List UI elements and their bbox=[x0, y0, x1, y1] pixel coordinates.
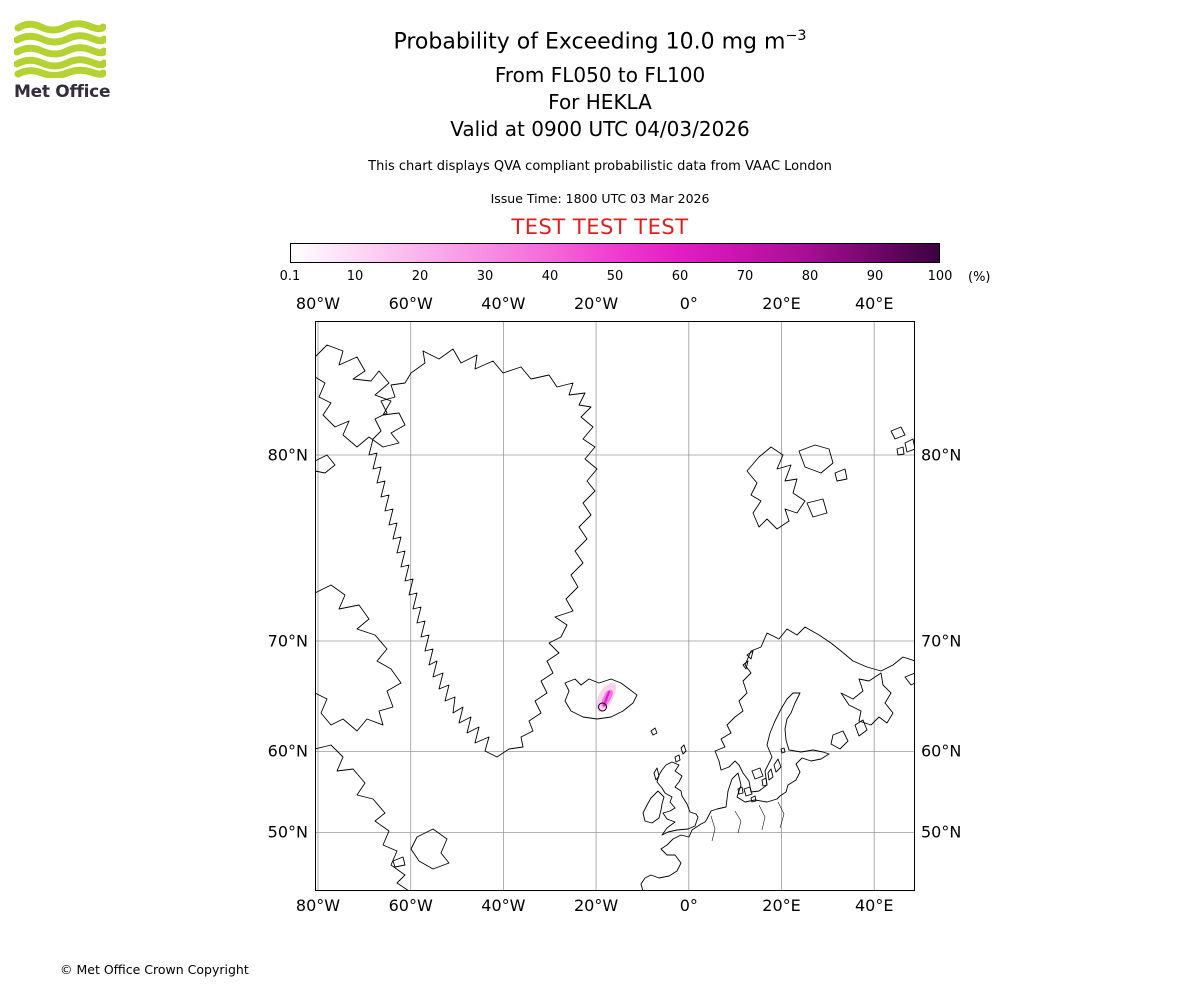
coastline-ireland bbox=[642, 790, 665, 824]
lon-label: 80°W bbox=[295, 896, 341, 915]
met-office-logo: Met Office bbox=[14, 20, 114, 102]
longitude-labels-bottom: 80°W 60°W 40°W 20°W 0° 20°E 40°E bbox=[296, 896, 915, 916]
coastline-svalbard bbox=[746, 446, 806, 530]
river-oder bbox=[758, 804, 766, 831]
north-atlantic-map bbox=[314, 321, 916, 892]
island-shetland bbox=[680, 744, 687, 755]
colorbar-tick: 20 bbox=[411, 269, 429, 284]
valid-time: Valid at 0900 UTC 04/03/2026 bbox=[450, 117, 750, 141]
colorbar-tick: 90 bbox=[866, 269, 884, 284]
lat-label: 80°N bbox=[921, 445, 962, 465]
lon-label: 60°W bbox=[388, 294, 433, 313]
colorbar-tick: 30 bbox=[476, 269, 494, 284]
coastlines-group bbox=[314, 344, 916, 892]
colorbar-gradient bbox=[290, 243, 940, 263]
lon-label: 0° bbox=[679, 294, 698, 313]
lake-vanern bbox=[751, 767, 764, 780]
flight-level-range: From FL050 to FL100 bbox=[494, 63, 706, 87]
coastline-franz-josef bbox=[890, 426, 906, 440]
met-office-waves-icon bbox=[14, 20, 106, 78]
coastline-ellesmere bbox=[314, 344, 406, 448]
colorbar-tick: 100 bbox=[927, 269, 953, 284]
river-rhine bbox=[710, 815, 716, 842]
lat-label: 50°N bbox=[267, 822, 308, 842]
lat-label: 60°N bbox=[267, 741, 308, 761]
river-elbe bbox=[734, 810, 742, 834]
island-orkney bbox=[674, 754, 681, 763]
colorbar-tick: 10 bbox=[346, 269, 364, 284]
colorbar-tick: 50 bbox=[606, 269, 624, 284]
volcano-name: For HEKLA bbox=[548, 90, 652, 114]
colorbar-tick: 0.1 bbox=[279, 269, 301, 284]
qva-description: This chart displays QVA compliant probab… bbox=[368, 159, 832, 174]
island-gotland bbox=[773, 758, 782, 773]
volcano-location-marker bbox=[598, 702, 607, 712]
copyright-notice: © Met Office Crown Copyright bbox=[60, 962, 249, 977]
coastline-iceland bbox=[564, 678, 638, 720]
map-border bbox=[315, 321, 915, 891]
colorbar-unit-label: (%) bbox=[968, 270, 991, 285]
lat-label: 50°N bbox=[921, 822, 962, 842]
coastline-great-britain bbox=[656, 761, 699, 836]
river-vistula bbox=[777, 801, 785, 829]
ash-probability-plume bbox=[596, 682, 617, 713]
coastline-baffin bbox=[314, 584, 402, 732]
lon-label: 20°E bbox=[762, 294, 801, 313]
test-banner: TEST TEST TEST bbox=[511, 215, 689, 239]
longitude-labels-top: 80°W 60°W 40°W 20°W 0° 20°E 40°E bbox=[296, 294, 915, 314]
lon-label: 20°E bbox=[762, 896, 801, 915]
colorbar-tick: 70 bbox=[736, 269, 754, 284]
coastline-scandinavia bbox=[714, 626, 916, 793]
met-office-wordmark: Met Office bbox=[14, 82, 111, 102]
colorbar-tick-labels: 0.1 10 20 30 40 50 60 70 80 90 100 bbox=[280, 269, 953, 285]
graticule-grid bbox=[315, 321, 915, 891]
lat-label: 80°N bbox=[267, 445, 308, 465]
lon-label: 0° bbox=[679, 896, 698, 915]
lon-label: 40°W bbox=[481, 896, 526, 915]
lake-ladoga bbox=[830, 730, 849, 750]
coastline-labrador bbox=[314, 744, 410, 892]
colorbar-tick: 40 bbox=[541, 269, 559, 284]
coastline-white-sea bbox=[840, 672, 894, 726]
chart-title-text: Probability of Exceeding 10.0 mg m bbox=[393, 29, 786, 55]
issue-time: Issue Time: 1800 UTC 03 Mar 2026 bbox=[490, 191, 710, 206]
lon-label: 20°W bbox=[574, 294, 619, 313]
lon-label: 20°W bbox=[574, 896, 619, 915]
colorbar-tick: 60 bbox=[671, 269, 689, 284]
lake-onega bbox=[854, 719, 868, 737]
lat-label: 70°N bbox=[921, 631, 962, 651]
coastline-europe bbox=[640, 753, 830, 892]
island-faroe bbox=[650, 727, 658, 736]
coastline-newfoundland bbox=[410, 828, 450, 870]
colorbar-tick: 80 bbox=[801, 269, 819, 284]
lon-label: 40°E bbox=[854, 896, 894, 915]
chart-title: Probability of Exceeding 10.0 mg m−3 bbox=[0, 28, 1200, 54]
map-panel bbox=[314, 321, 916, 892]
coastline-greenland bbox=[368, 348, 598, 758]
lon-label: 80°W bbox=[295, 294, 341, 313]
chart-title-exponent: −3 bbox=[785, 28, 807, 44]
lon-label: 60°W bbox=[388, 896, 433, 915]
lon-label: 40°E bbox=[854, 294, 894, 313]
lon-label: 40°W bbox=[481, 294, 526, 313]
ash-contour-core bbox=[603, 691, 610, 706]
lat-label: 60°N bbox=[921, 741, 962, 761]
lat-label: 70°N bbox=[267, 631, 308, 651]
